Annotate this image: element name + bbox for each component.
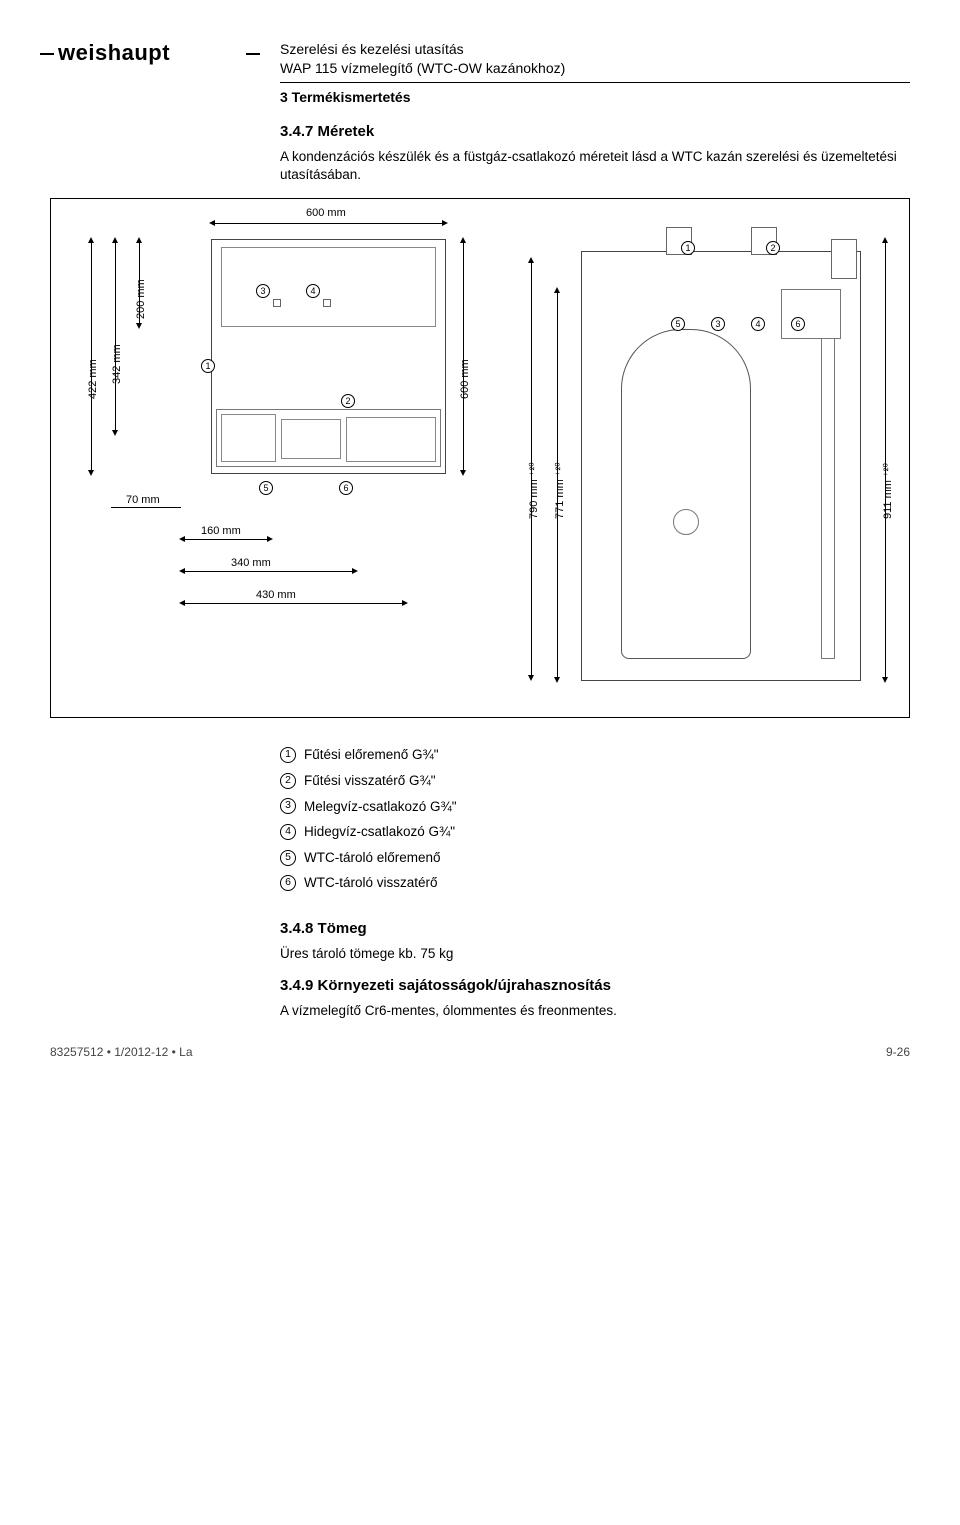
dim-200: 200 mm xyxy=(135,279,147,319)
legend-label-5: WTC-tároló előremenő xyxy=(304,845,441,871)
footer-docref: 83257512 • 1/2012-12 • La xyxy=(50,1045,193,1059)
legend-num-2: 2 xyxy=(280,773,296,789)
dim-771: 771 mm ⁺²⁰ xyxy=(553,463,566,520)
brand-logo: weishaupt xyxy=(50,40,250,66)
section-347-title: 3.4.7 Méretek xyxy=(280,123,910,140)
legend-num-5: 5 xyxy=(280,850,296,866)
legend-label-1: Fűtési előremenő G¾" xyxy=(304,742,439,768)
dim-70: 70 mm xyxy=(126,494,160,506)
callout-6-left: 6 xyxy=(339,481,353,495)
dim-160: 160 mm xyxy=(201,525,241,537)
doc-title-line2: WAP 115 vízmelegítő (WTC-OW kazánokhoz) xyxy=(280,59,910,78)
callout-5-left: 5 xyxy=(259,481,273,495)
legend-label-4: Hidegvíz-csatlakozó G¾" xyxy=(304,819,455,845)
doc-title-line1: Szerelési és kezelési utasítás xyxy=(280,40,910,59)
dim-342: 342 mm xyxy=(111,344,123,384)
section-349-body: A vízmelegítő Cr6-mentes, ólommentes és … xyxy=(280,1002,910,1020)
section-348-body: Üres tároló tömege kb. 75 kg xyxy=(280,945,910,963)
doc-header: Szerelési és kezelési utasítás WAP 115 v… xyxy=(250,40,910,78)
legend-label-2: Fűtési visszatérő G¾" xyxy=(304,768,436,794)
chapter-heading: 3 Termékismertetés xyxy=(280,89,910,105)
section-349-title: 3.4.9 Környezeti sajátosságok/újrahaszno… xyxy=(280,977,910,994)
dim-911: 911 mm ⁺²⁰ xyxy=(881,463,894,519)
legend-label-3: Melegvíz-csatlakozó G¾" xyxy=(304,794,457,820)
dim-422: 422 mm xyxy=(87,359,99,399)
legend-num-6: 6 xyxy=(280,875,296,891)
legend-num-3: 3 xyxy=(280,798,296,814)
footer-pagenum: 9-26 xyxy=(886,1045,910,1059)
dim-430: 430 mm xyxy=(256,589,296,601)
section-348-title: 3.4.8 Tömeg xyxy=(280,920,910,937)
legend-num-1: 1 xyxy=(280,747,296,763)
section-347-intro: A kondenzációs készülék és a füstgáz-csa… xyxy=(280,148,910,184)
legend-num-4: 4 xyxy=(280,824,296,840)
figure-legend: 1 Fűtési előremenő G¾" 2 Fűtési visszatérő… xyxy=(280,742,910,896)
dim-340: 340 mm xyxy=(231,557,271,569)
dim-790: 790 mm ⁺²⁰ xyxy=(527,463,540,520)
dim-top-600: 600 mm xyxy=(306,207,346,219)
dim-v600: 600 mm xyxy=(459,359,471,399)
dimensions-figure: 600 mm 3 4 1 2 5 6 422 mm 342 mm xyxy=(50,198,910,718)
legend-label-6: WTC-tároló visszatérő xyxy=(304,870,438,896)
